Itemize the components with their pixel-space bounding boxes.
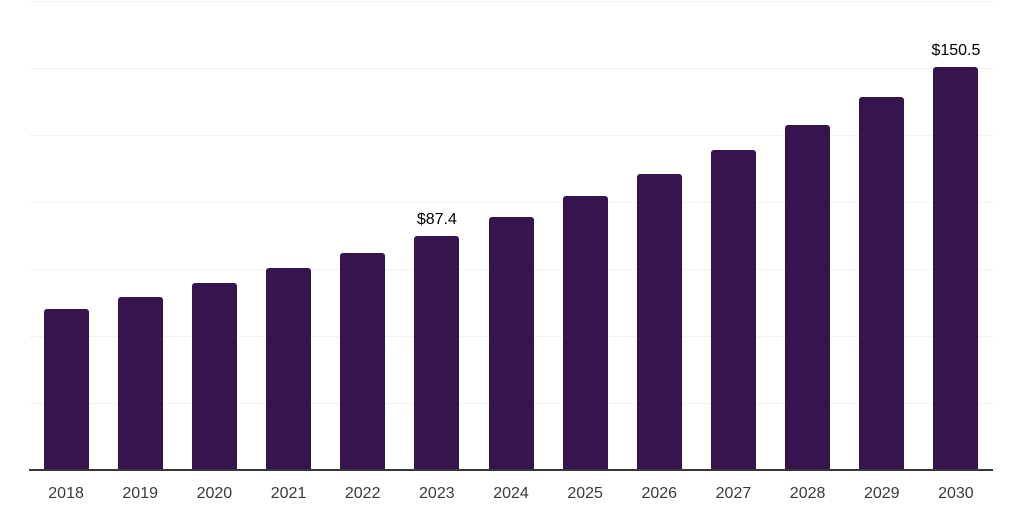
x-axis-label: 2025: [567, 485, 603, 502]
x-axis-label: 2029: [863, 485, 900, 502]
bar-2018: [43, 309, 89, 470]
bar-2022: [340, 252, 386, 470]
x-axis-label: 2026: [641, 485, 678, 502]
bar-value-label: $87.4: [416, 210, 457, 228]
x-axis-label: 2018: [48, 485, 84, 502]
bar-2029: [859, 96, 905, 470]
x-axis-label: 2024: [493, 485, 529, 502]
bar-2020: [191, 282, 237, 470]
x-axis-label: 2022: [344, 485, 381, 502]
x-axis-label: 2030: [938, 485, 974, 502]
x-axis-label: 2023: [419, 485, 455, 502]
gridline: [29, 202, 993, 203]
bar-2028: [785, 124, 831, 470]
bar-value-label: $150.5: [931, 41, 981, 59]
x-axis-label: 2020: [196, 485, 233, 502]
x-axis-label: 2028: [789, 485, 826, 502]
bar-2026: [636, 174, 682, 470]
gridline: [29, 68, 993, 69]
bar-2021: [266, 267, 312, 470]
x-axis-label: 2021: [270, 485, 307, 502]
bar-2025: [562, 196, 608, 470]
bar-2027: [710, 150, 756, 470]
x-axis-label: 2019: [122, 485, 158, 502]
gridline: [29, 1, 993, 2]
bar-2024: [488, 216, 534, 470]
bar-2023: [414, 235, 460, 470]
gridline: [29, 135, 993, 136]
x-axis-line: [29, 469, 993, 471]
bar-2030: [933, 66, 979, 470]
x-axis-label: 2027: [715, 485, 752, 502]
bar-2019: [117, 296, 163, 470]
